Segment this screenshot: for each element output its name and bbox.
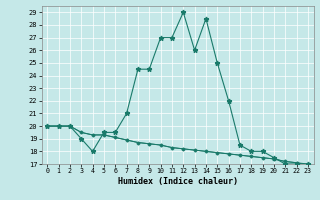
X-axis label: Humidex (Indice chaleur): Humidex (Indice chaleur): [118, 177, 237, 186]
